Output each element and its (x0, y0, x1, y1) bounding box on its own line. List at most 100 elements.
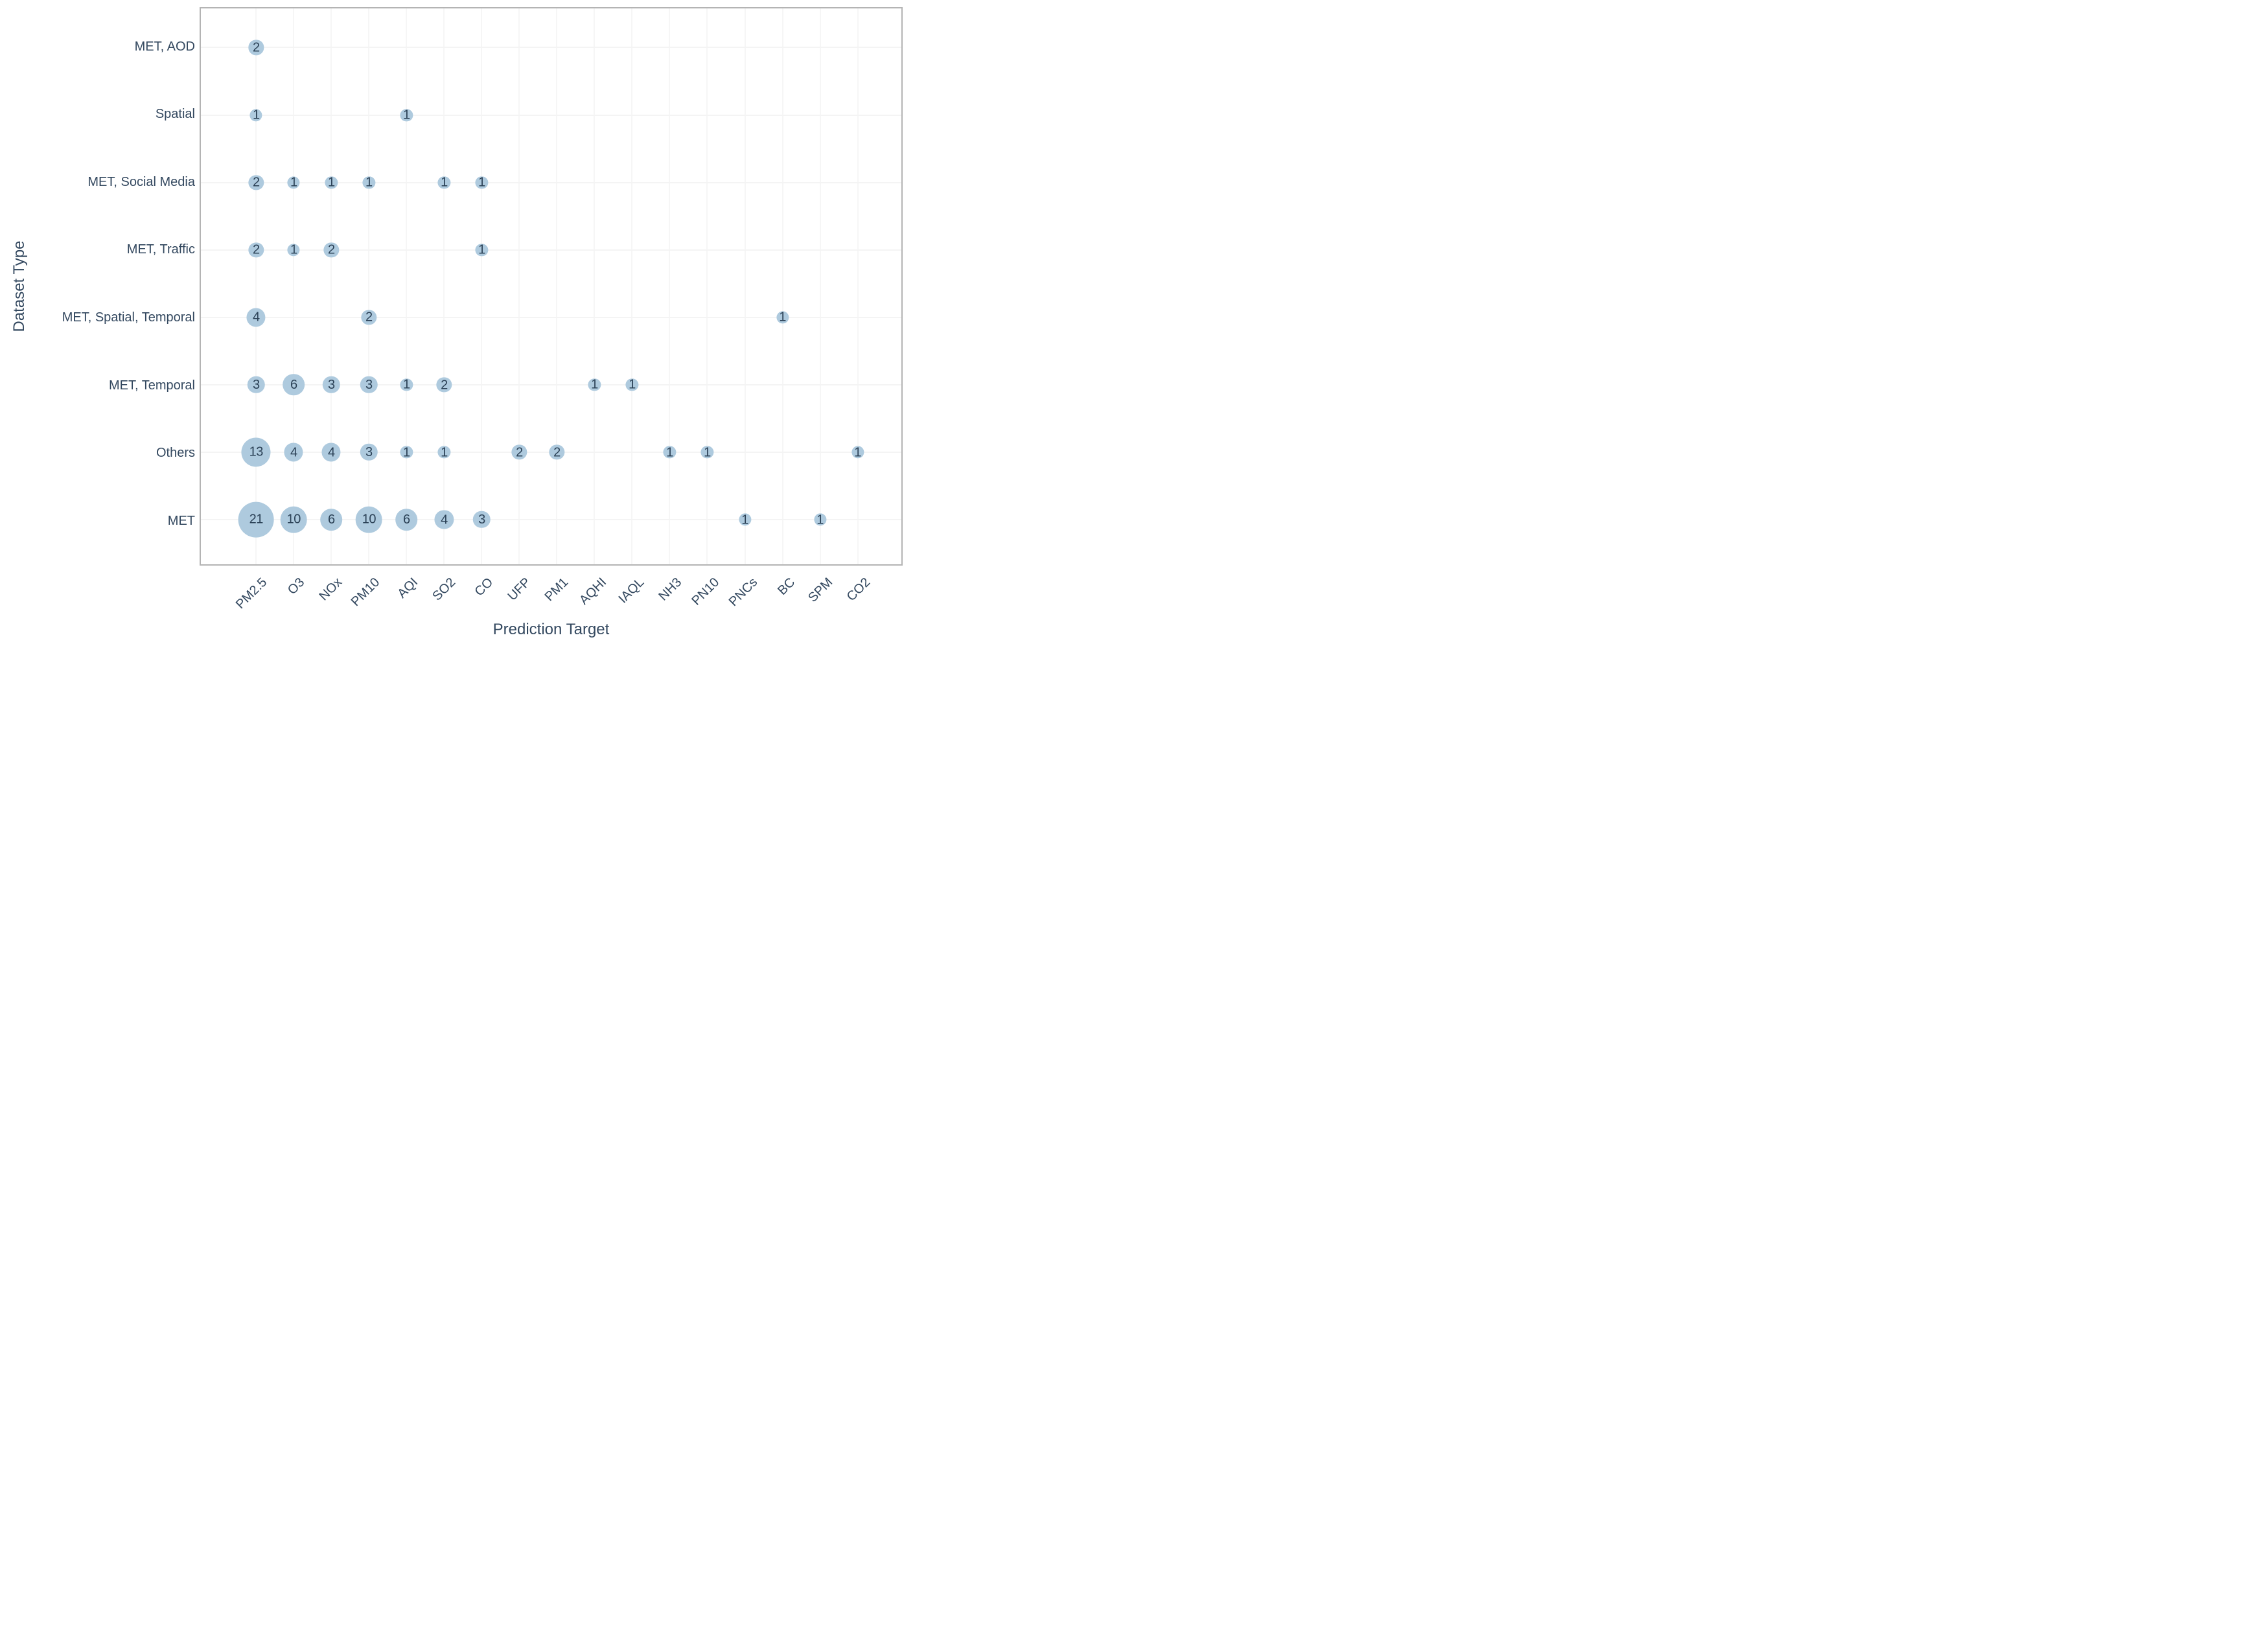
bubble-value: 6 (328, 512, 335, 527)
bubble-met-pncs: 1 (738, 512, 752, 527)
bubble-met-spm: 1 (813, 512, 827, 527)
gridline-vertical (782, 8, 783, 564)
bubble-met-nox: 6 (320, 509, 343, 531)
bubble-met-temporal-iaql: 1 (625, 377, 639, 392)
bubble-met-social-media-nox: 1 (325, 176, 338, 189)
gridline-vertical (857, 8, 859, 564)
bubble-others-pm1: 2 (549, 444, 565, 460)
bubble-met-social-media-pm2-5: 2 (248, 174, 264, 190)
bubble-met-pm10: 10 (355, 506, 382, 533)
bubble-met-temporal-aqi: 1 (400, 378, 413, 391)
gridline-vertical (669, 8, 670, 564)
y-tick-label: MET, AOD (134, 39, 195, 54)
gridline-horizontal (201, 519, 901, 521)
bubble-others-pn10: 1 (700, 444, 714, 459)
bubble-value: 2 (328, 242, 335, 257)
y-tick-label: MET, Social Media (87, 174, 195, 189)
gridline-horizontal (201, 384, 901, 385)
bubble-met-spatial-temporal-bc: 1 (776, 310, 789, 325)
bubble-value: 1 (252, 108, 260, 122)
bubble-value: 2 (365, 310, 373, 325)
gridline-vertical (481, 8, 482, 564)
bubble-value: 1 (854, 444, 861, 459)
bubble-chart: Dataset Type 2 1 1 2 1 1 1 1 1 2 1 2 1 4 2 1 3 6 3 3 1 2 1 1 13 4… (0, 0, 907, 653)
bubble-value: 1 (403, 377, 410, 392)
bubble-value: 3 (478, 512, 485, 527)
bubble-others-nox: 4 (321, 442, 341, 462)
y-tick-label: MET, Temporal (108, 378, 195, 393)
gridline-vertical (518, 8, 520, 564)
bubble-met-temporal-nox: 3 (323, 376, 340, 394)
bubble-others-ufp: 2 (511, 444, 527, 460)
bubble-met-temporal-so2: 2 (436, 377, 452, 393)
bubble-met-so2: 4 (434, 510, 454, 529)
bubble-value: 4 (328, 444, 335, 459)
bubble-others-nh3: 1 (663, 446, 677, 459)
bubble-value: 1 (704, 444, 711, 459)
bubble-spatial-pm2-5: 1 (249, 108, 262, 122)
bubble-value: 1 (478, 242, 485, 257)
plot-area: 2 1 1 2 1 1 1 1 1 2 1 2 1 4 2 1 3 6 3 3 1 2 1 1 13 4 4 3 1 1 2 2 1 1 1 21 10… (200, 7, 903, 566)
gridline-horizontal (201, 114, 901, 116)
bubble-met-pm2-5: 21 (238, 501, 274, 538)
bubble-value: 4 (441, 512, 448, 527)
bubble-value: 1 (403, 444, 410, 459)
bubble-others-so2: 1 (437, 446, 450, 459)
bubble-met-spatial-temporal-pm10: 2 (361, 310, 376, 325)
gridline-horizontal (201, 249, 901, 251)
x-axis-title: Prediction Target (492, 621, 610, 638)
bubble-met-social-media-so2: 1 (437, 175, 450, 190)
bubble-spatial-aqi: 1 (400, 108, 413, 122)
bubble-met-co: 3 (473, 511, 491, 529)
bubble-value: 4 (290, 444, 297, 459)
bubble-value: 1 (478, 175, 485, 190)
y-tick-label: MET, Spatial, Temporal (62, 310, 195, 325)
gridline-vertical (406, 8, 407, 564)
bubble-others-co2: 1 (851, 444, 864, 459)
bubble-met-traffic-nox: 2 (323, 242, 339, 258)
bubble-value: 1 (441, 175, 448, 190)
bubble-value: 2 (252, 242, 260, 257)
bubble-met-traffic-o3: 1 (287, 244, 300, 257)
bubble-value: 2 (252, 175, 260, 190)
bubble-value: 6 (403, 512, 410, 527)
bubble-met-temporal-pm2-5: 3 (248, 376, 265, 394)
bubble-value: 2 (516, 444, 523, 459)
bubble-value: 1 (290, 175, 297, 190)
bubble-value: 2 (252, 40, 260, 55)
bubble-value: 2 (441, 377, 448, 392)
bubble-met-o3: 10 (280, 506, 307, 533)
bubble-value: 2 (553, 444, 561, 459)
bubble-value: 1 (816, 512, 824, 527)
y-tick-label: Others (156, 446, 195, 461)
bubble-value: 1 (779, 310, 786, 325)
bubble-value: 3 (365, 444, 373, 459)
y-tick-label: MET, Traffic (126, 242, 195, 257)
bubble-value: 6 (290, 377, 297, 392)
gridline-horizontal (201, 316, 901, 318)
gridline-vertical (330, 8, 332, 564)
bubble-value: 4 (252, 310, 260, 325)
gridline-horizontal (201, 181, 901, 183)
bubble-value: 3 (365, 377, 373, 392)
bubble-value: 1 (629, 377, 636, 392)
gridline-vertical (594, 8, 595, 564)
bubble-value: 3 (252, 377, 260, 392)
bubble-met-spatial-temporal-pm2-5: 4 (246, 308, 266, 327)
bubble-met-social-media-o3: 1 (287, 175, 300, 190)
bubble-value: 1 (403, 108, 410, 122)
bubble-value: 1 (741, 512, 748, 527)
bubble-value: 3 (328, 377, 335, 392)
bubble-met-temporal-pm10: 3 (360, 376, 378, 394)
bubble-met-traffic-co: 1 (475, 242, 488, 257)
bubble-met-social-media-co: 1 (475, 175, 488, 190)
bubble-value: 1 (591, 377, 598, 392)
bubble-value: 1 (365, 175, 373, 190)
gridline-horizontal (201, 47, 901, 49)
y-tick-label: MET (167, 513, 195, 528)
bubble-value: 21 (249, 512, 264, 527)
bubble-others-o3: 4 (284, 442, 303, 462)
bubble-met-temporal-aqhi: 1 (588, 378, 601, 391)
bubble-others-aqi: 1 (400, 444, 413, 459)
bubble-met-social-media-pm10: 1 (362, 175, 375, 190)
